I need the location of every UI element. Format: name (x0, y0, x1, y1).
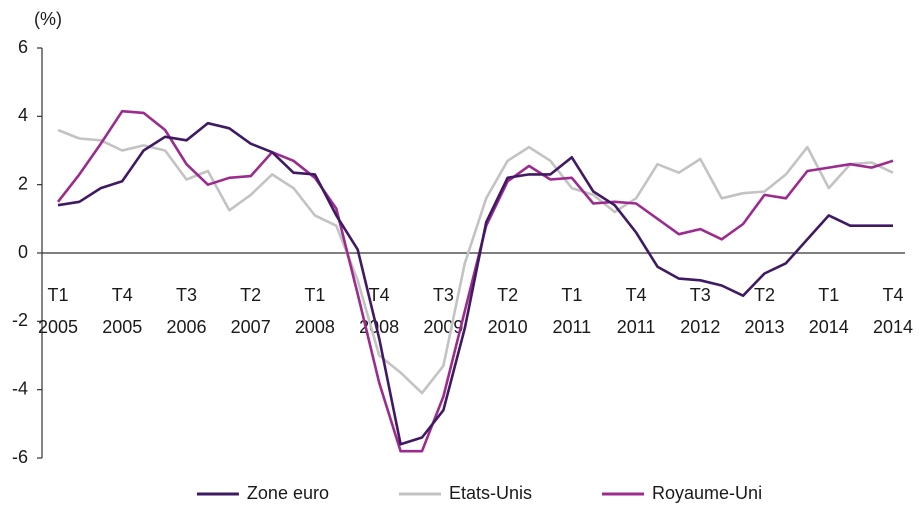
x-tick-label: T2 2007 (231, 285, 271, 337)
legend-label: Royaume-Uni (652, 483, 762, 503)
x-tick-label: T1 2011 (552, 285, 591, 337)
series-line (57, 121, 893, 446)
legend-label: Etats-Unis (449, 483, 532, 503)
y-tick-label: -2 (12, 310, 28, 330)
x-tick-label: T4 2014 (873, 285, 913, 337)
legend: Zone euro Etats-Unis Royaume-Uni (196, 483, 762, 503)
x-tick-label: T2 2013 (745, 285, 785, 337)
series-line (56, 109, 894, 453)
x-tick-label: T1 2005 (38, 285, 78, 337)
y-tick-label: -6 (12, 447, 28, 467)
y-tick-label: 4 (18, 105, 28, 125)
x-tick-label: T3 2012 (680, 285, 720, 337)
y-tick-label: 0 (18, 242, 28, 262)
series-line (57, 128, 894, 395)
legend-label: Zone euro (247, 483, 329, 503)
x-tick-label: T1 2014 (809, 285, 849, 337)
y-tick-label: 2 (18, 173, 28, 193)
x-tick-label: T1 2008 (295, 285, 335, 337)
y-tick-label: 6 (18, 37, 28, 57)
x-tick-label: T4 2005 (102, 285, 142, 337)
y-tick-label: -4 (12, 378, 28, 398)
x-tick-label: T4 2011 (617, 285, 656, 337)
x-tick-label: T3 2006 (166, 285, 206, 337)
x-tick-label: T2 2010 (488, 285, 528, 337)
y-axis-unit: (%) (34, 9, 62, 29)
